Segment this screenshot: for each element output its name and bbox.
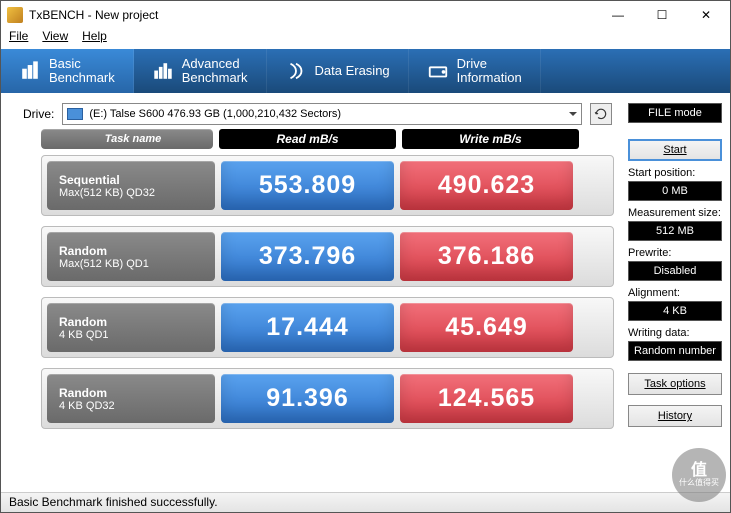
task-options-button[interactable]: Task options bbox=[628, 373, 722, 395]
window-title: TxBENCH - New project bbox=[29, 8, 596, 22]
app-icon bbox=[7, 7, 23, 23]
read-value: 17.444 bbox=[221, 303, 394, 352]
start-position-value[interactable]: 0 MB bbox=[628, 181, 722, 201]
start-button[interactable]: Start bbox=[628, 139, 722, 161]
close-button[interactable]: ✕ bbox=[684, 1, 728, 29]
tab-basic[interactable]: BasicBenchmark bbox=[1, 49, 134, 93]
refresh-button[interactable] bbox=[590, 103, 612, 125]
menu-file[interactable]: File bbox=[9, 29, 28, 49]
write-value: 45.649 bbox=[400, 303, 573, 352]
refresh-icon bbox=[594, 107, 608, 121]
write-value: 376.186 bbox=[400, 232, 573, 281]
drive-selected-text: (E:) Talse S600 476.93 GB (1,000,210,432… bbox=[89, 108, 341, 120]
alignment-value[interactable]: 4 KB bbox=[628, 301, 722, 321]
menubar: File View Help bbox=[1, 29, 730, 49]
task-cell: Random4 KB QD1 bbox=[47, 303, 215, 352]
drive-label: Drive: bbox=[23, 107, 54, 121]
prewrite-label: Prewrite: bbox=[628, 247, 722, 259]
menu-view[interactable]: View bbox=[42, 29, 68, 49]
result-row: Random4 KB QD3291.396124.565 bbox=[41, 368, 614, 429]
results-panel: Drive: (E:) Talse S600 476.93 GB (1,000,… bbox=[1, 93, 628, 487]
read-value: 373.796 bbox=[221, 232, 394, 281]
disk-icon bbox=[67, 108, 83, 120]
titlebar: TxBENCH - New project — ☐ ✕ bbox=[1, 1, 730, 29]
maximize-button[interactable]: ☐ bbox=[640, 1, 684, 29]
tab-drive[interactable]: DriveInformation bbox=[409, 49, 541, 93]
drive-select[interactable]: (E:) Talse S600 476.93 GB (1,000,210,432… bbox=[62, 103, 582, 125]
task-cell: RandomMax(512 KB) QD1 bbox=[47, 232, 215, 281]
measurement-size-value[interactable]: 512 MB bbox=[628, 221, 722, 241]
tab-advanced[interactable]: AdvancedBenchmark bbox=[134, 49, 267, 93]
result-row: RandomMax(512 KB) QD1373.796376.186 bbox=[41, 226, 614, 287]
header-task: Task name bbox=[41, 129, 213, 149]
history-button[interactable]: History bbox=[628, 405, 722, 427]
file-mode-button[interactable]: FILE mode bbox=[628, 103, 722, 123]
writing-data-label: Writing data: bbox=[628, 327, 722, 339]
start-position-label: Start position: bbox=[628, 167, 722, 179]
read-value: 553.809 bbox=[221, 161, 394, 210]
write-value: 490.623 bbox=[400, 161, 573, 210]
tabs: BasicBenchmarkAdvancedBenchmarkData Eras… bbox=[1, 49, 730, 93]
watermark: 值 什么值得买 bbox=[672, 448, 726, 502]
read-value: 91.396 bbox=[221, 374, 394, 423]
minimize-button[interactable]: — bbox=[596, 1, 640, 29]
alignment-label: Alignment: bbox=[628, 287, 722, 299]
side-panel: FILE mode Start Start position: 0 MB Mea… bbox=[628, 93, 730, 487]
header-read: Read mB/s bbox=[219, 129, 396, 149]
result-rows: SequentialMax(512 KB) QD32553.809490.623… bbox=[41, 155, 614, 429]
tab-data erasing[interactable]: Data Erasing bbox=[267, 49, 409, 93]
header-write: Write mB/s bbox=[402, 129, 579, 149]
writing-data-value[interactable]: Random number bbox=[628, 341, 722, 361]
measurement-size-label: Measurement size: bbox=[628, 207, 722, 219]
write-value: 124.565 bbox=[400, 374, 573, 423]
status-bar: Basic Benchmark finished successfully. bbox=[1, 492, 730, 512]
result-row: Random4 KB QD117.44445.649 bbox=[41, 297, 614, 358]
menu-help[interactable]: Help bbox=[82, 29, 107, 49]
result-row: SequentialMax(512 KB) QD32553.809490.623 bbox=[41, 155, 614, 216]
task-cell: SequentialMax(512 KB) QD32 bbox=[47, 161, 215, 210]
prewrite-value[interactable]: Disabled bbox=[628, 261, 722, 281]
task-cell: Random4 KB QD32 bbox=[47, 374, 215, 423]
